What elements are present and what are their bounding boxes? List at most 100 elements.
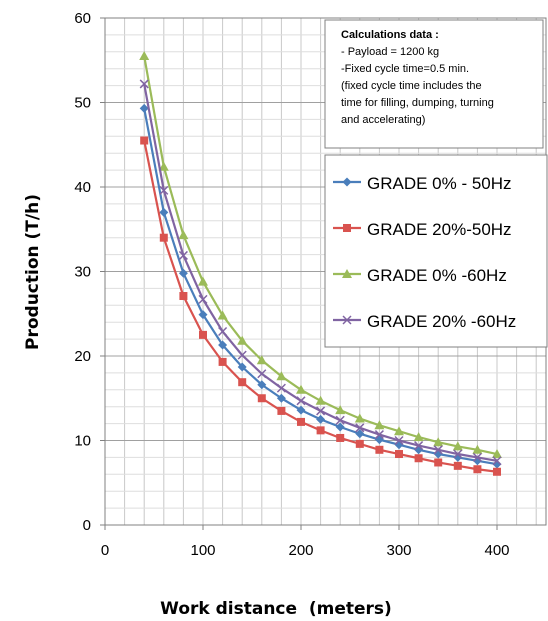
data-point xyxy=(355,439,364,448)
x-tick-label: 400 xyxy=(484,542,509,559)
x-marker-stroke xyxy=(198,294,208,304)
data-point xyxy=(492,449,502,459)
data-point xyxy=(139,51,150,61)
chart-series xyxy=(139,51,502,476)
data-point xyxy=(238,378,247,387)
data-point xyxy=(140,136,149,145)
data-point xyxy=(296,384,306,394)
data-point xyxy=(316,406,326,416)
legend-keys xyxy=(333,177,361,325)
y-tick-label: 50 xyxy=(74,95,91,112)
data-point xyxy=(158,161,169,171)
data-point xyxy=(179,292,188,301)
data-point xyxy=(159,233,168,242)
y-tick-label: 0 xyxy=(83,517,91,534)
calculations-note-line: and accelerating) xyxy=(341,114,425,126)
data-point xyxy=(493,467,501,476)
data-point xyxy=(335,422,345,432)
x-marker-stroke xyxy=(218,326,228,337)
data-point xyxy=(198,276,208,286)
data-point xyxy=(237,362,247,372)
data-point xyxy=(198,310,208,320)
x-marker-stroke xyxy=(453,449,463,459)
data-point xyxy=(336,433,345,442)
data-point xyxy=(492,459,502,469)
data-point xyxy=(139,79,149,89)
data-point xyxy=(492,456,502,466)
data-point xyxy=(433,445,443,455)
data-point xyxy=(296,396,306,406)
data-point xyxy=(413,432,424,442)
y-tick-label: 20 xyxy=(74,348,91,365)
data-point xyxy=(374,420,385,430)
data-point xyxy=(199,330,207,339)
legend-marker xyxy=(342,177,352,187)
data-point xyxy=(277,406,286,415)
legend-label-grade-0-60hz: GRADE 0% -60Hz xyxy=(367,266,507,285)
x-marker-stroke xyxy=(342,315,352,325)
x-marker-stroke xyxy=(159,185,169,195)
data-point xyxy=(473,465,482,474)
data-point xyxy=(159,185,169,195)
x-axis-title: Work distance (meters) xyxy=(160,599,392,619)
x-tick-label: 300 xyxy=(386,542,411,559)
data-point xyxy=(178,268,188,278)
data-point xyxy=(374,430,384,440)
data-point xyxy=(453,449,463,459)
data-point xyxy=(297,417,305,426)
legend-box xyxy=(324,154,548,348)
data-point xyxy=(453,461,462,470)
x-marker-stroke xyxy=(414,441,424,451)
x-marker-stroke xyxy=(355,423,365,433)
data-point xyxy=(355,429,365,439)
data-point xyxy=(217,310,228,320)
calculations-note-line: - Payload = 1200 kg xyxy=(341,46,439,58)
legend-label-grade-20-60hz: GRADE 20% -60Hz xyxy=(367,312,516,331)
series-1 xyxy=(140,136,501,476)
data-point xyxy=(218,340,228,350)
x-marker-stroke xyxy=(394,435,404,446)
y-tick-label: 10 xyxy=(74,433,91,450)
x-marker-stroke xyxy=(472,452,482,462)
data-point xyxy=(414,441,424,451)
data-point xyxy=(218,326,228,337)
x-marker-stroke xyxy=(178,250,188,260)
x-tick-label: 200 xyxy=(288,542,313,559)
legend-marker xyxy=(343,224,351,232)
data-point xyxy=(256,355,267,365)
calculations-note-box xyxy=(324,19,544,149)
data-point xyxy=(433,437,444,447)
data-point xyxy=(335,415,345,425)
chart-legend: GRADE 0% - 50Hz GRADE 20%-50Hz GRADE 0% … xyxy=(324,154,548,348)
data-point xyxy=(198,294,208,304)
data-point xyxy=(375,445,384,454)
x-marker-stroke xyxy=(433,445,443,455)
calculations-note: Calculations data : - Payload = 1200 kg … xyxy=(324,19,544,149)
x-marker-stroke xyxy=(257,369,267,379)
calculations-note-line: -Fixed cycle time=0.5 min. xyxy=(341,63,469,75)
data-point xyxy=(257,394,266,403)
data-point xyxy=(218,357,227,366)
x-marker-stroke xyxy=(492,456,502,466)
data-point xyxy=(178,250,188,260)
series-3 xyxy=(139,79,502,466)
axis-ticks: 0 10 20 30 40 50 60 0 100 200 300 400 xyxy=(74,10,509,559)
data-point xyxy=(472,444,483,454)
y-tick-label: 60 xyxy=(74,10,91,27)
data-point xyxy=(276,371,287,381)
x-marker-stroke xyxy=(139,79,149,89)
data-point xyxy=(316,414,326,424)
data-point xyxy=(159,207,169,217)
data-point xyxy=(335,405,346,415)
calculations-note-line: time for filling, dumping, turning xyxy=(341,97,494,109)
data-point xyxy=(315,395,326,405)
data-point xyxy=(296,405,306,415)
data-point xyxy=(394,426,404,436)
data-point xyxy=(178,230,189,240)
data-point xyxy=(414,454,423,463)
y-tick-label: 30 xyxy=(74,264,91,281)
data-point xyxy=(354,413,365,423)
legend-marker xyxy=(342,315,352,325)
x-tick-label: 100 xyxy=(190,542,215,559)
